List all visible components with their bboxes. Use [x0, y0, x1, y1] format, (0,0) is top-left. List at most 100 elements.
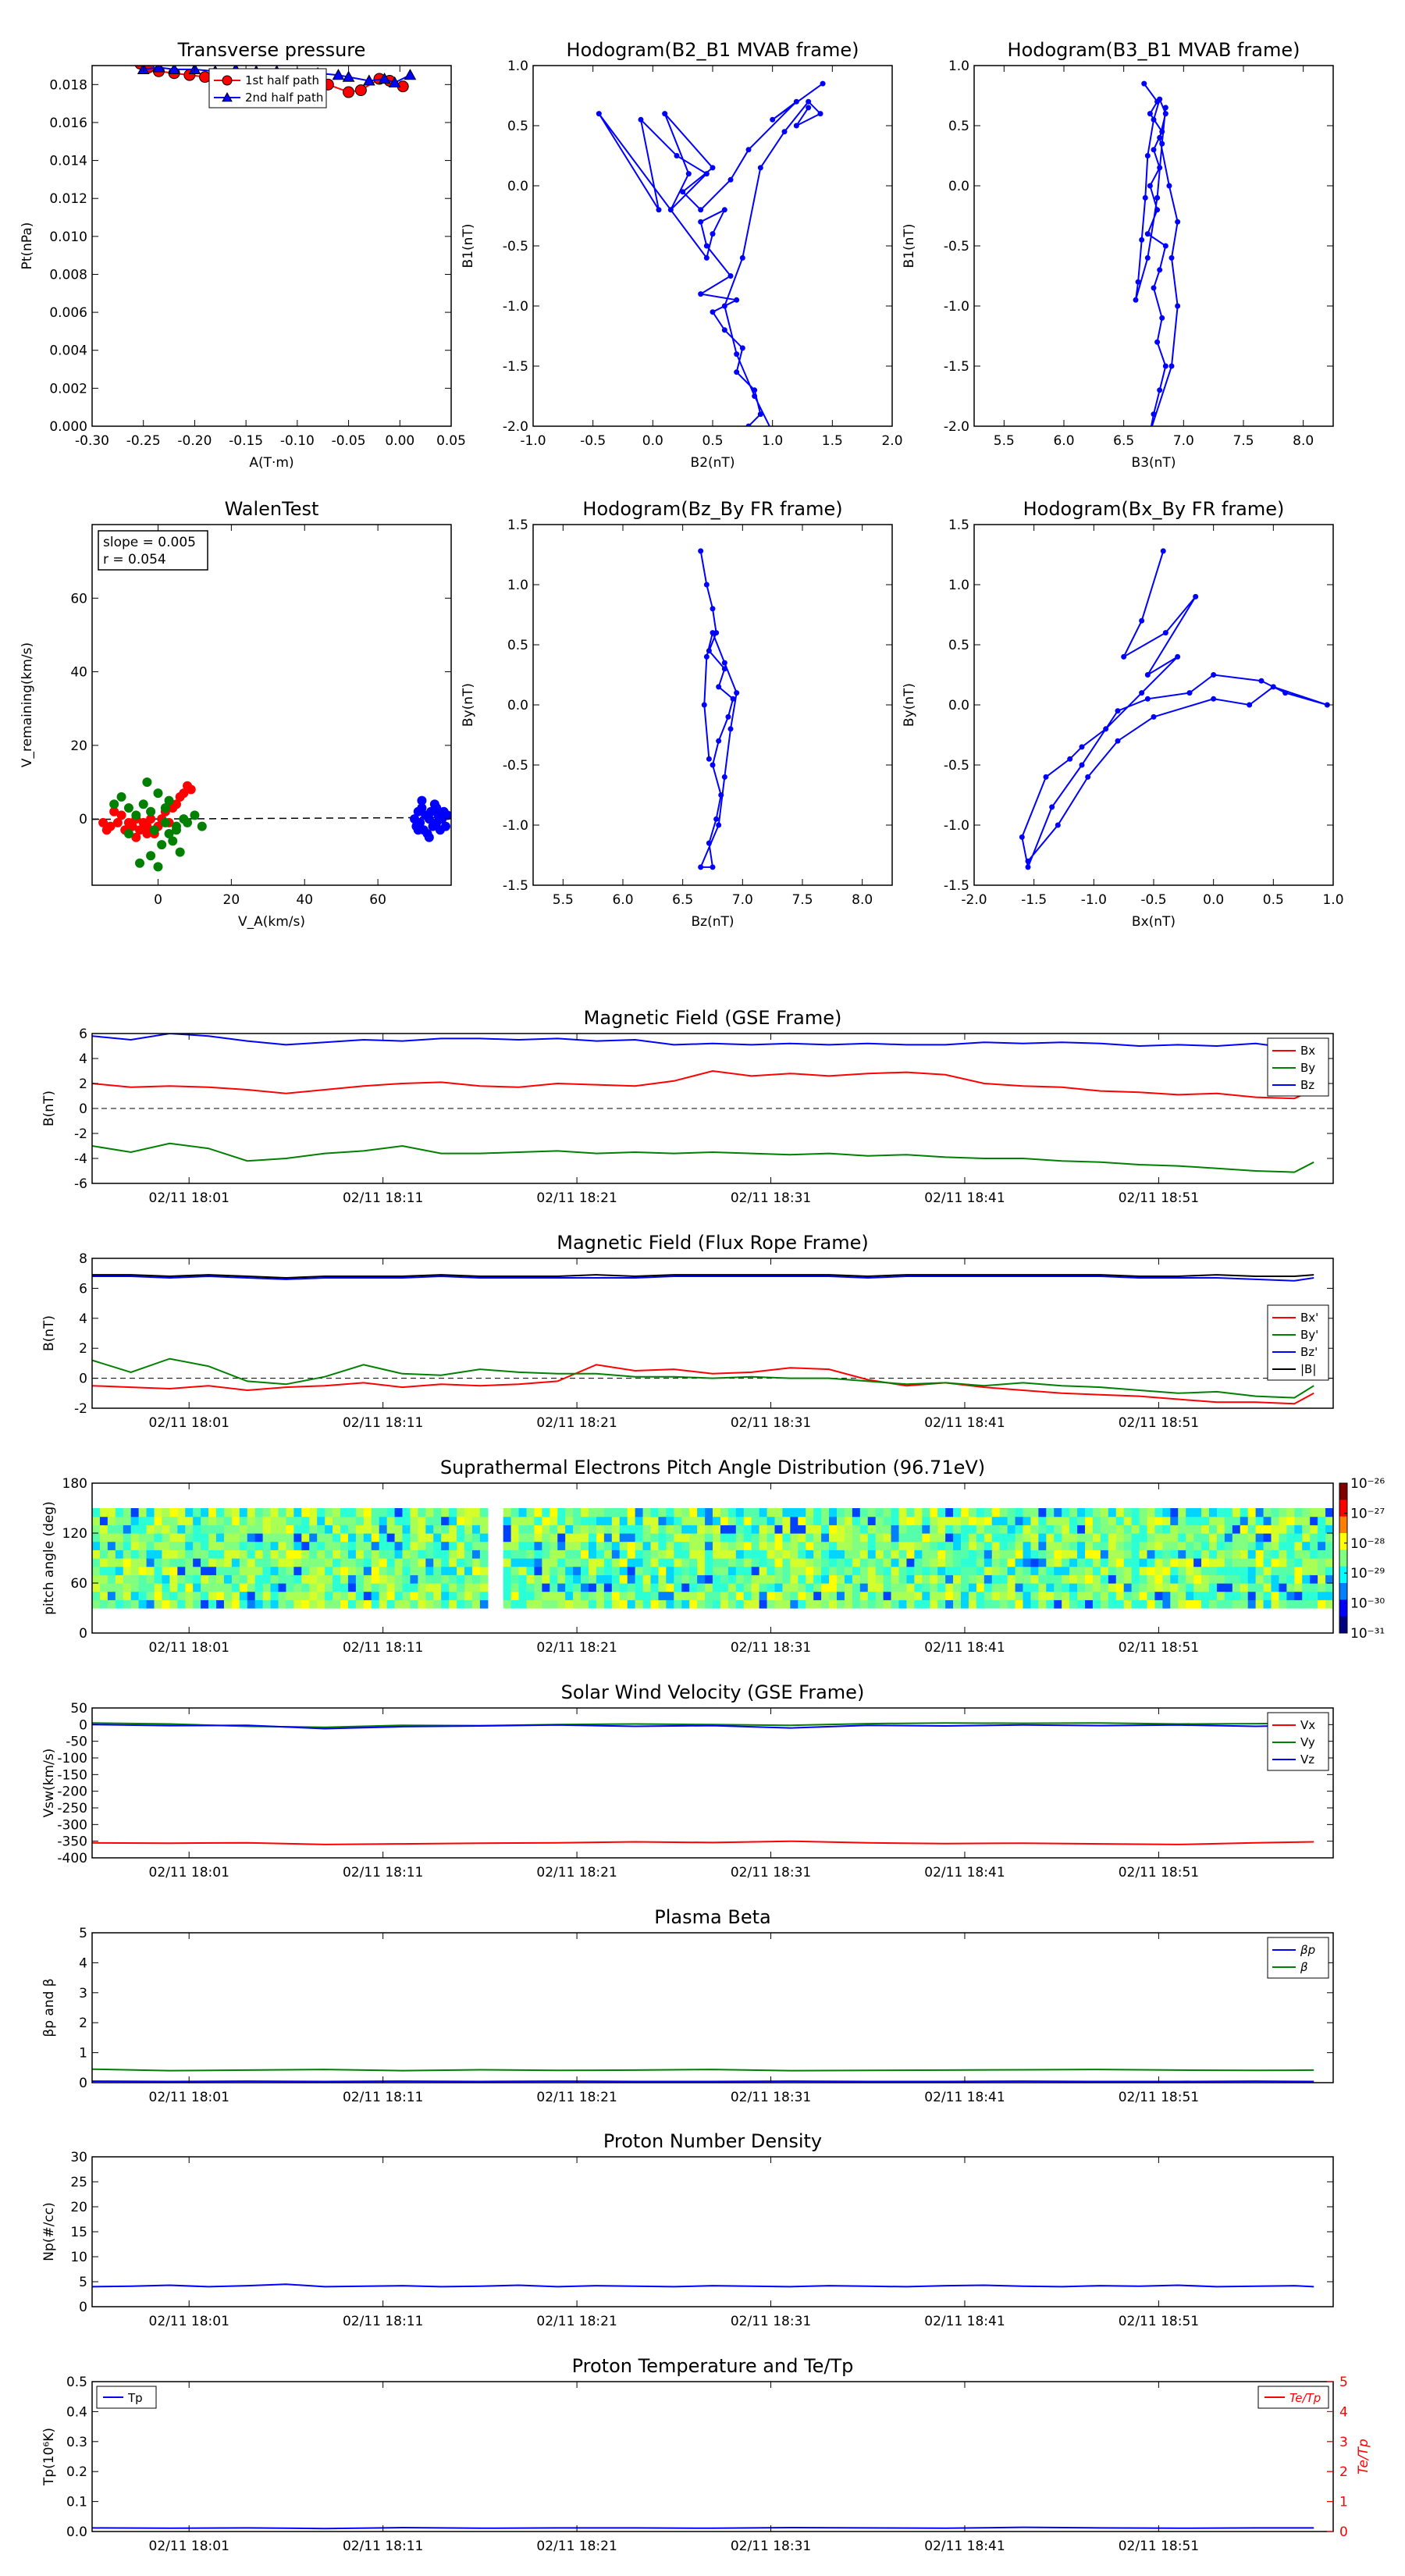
- y-tick-label: -1.5: [944, 878, 969, 894]
- heatmap-cell: [1030, 1591, 1039, 1600]
- heatmap-cell: [386, 1541, 396, 1550]
- x-axis-label: Bx(nT): [1132, 914, 1176, 930]
- heatmap-cell: [1069, 1508, 1078, 1517]
- heatmap-cell: [705, 1525, 713, 1534]
- heatmap-cell: [735, 1533, 745, 1542]
- heatmap-cell: [961, 1516, 969, 1525]
- heatmap-cell: [1294, 1508, 1303, 1517]
- heatmap-cell: [859, 1583, 869, 1592]
- heatmap-cell: [193, 1591, 201, 1600]
- heatmap-cell: [518, 1541, 528, 1550]
- heatmap-cell: [201, 1599, 209, 1609]
- heatmap-cell: [573, 1508, 582, 1517]
- heatmap-cell: [1310, 1541, 1318, 1550]
- heatmap-cell: [720, 1558, 729, 1567]
- heatmap-cell: [1325, 1558, 1333, 1567]
- heatmap-cell: [333, 1591, 341, 1600]
- heatmap-cell: [1162, 1508, 1171, 1517]
- heatmap-cell: [418, 1591, 426, 1600]
- y-tick-label: 0.5: [66, 2375, 87, 2390]
- y-tick-label: -0.5: [944, 758, 969, 774]
- y-tick-label: -200: [57, 1784, 87, 1800]
- x-tick-label: 0.05: [436, 433, 466, 449]
- heatmap-cell: [402, 1516, 411, 1525]
- heatmap-cell: [1201, 1516, 1210, 1525]
- heatmap-cell: [859, 1550, 869, 1559]
- heatmap-cell: [666, 1541, 674, 1550]
- heatmap-cell: [1069, 1599, 1078, 1609]
- data-point: [101, 825, 112, 835]
- chart-title: Hodogram(Bx_By FR frame): [1023, 498, 1285, 520]
- heatmap-cell: [1209, 1525, 1218, 1534]
- x-tick-label: 02/11 18:21: [536, 1415, 617, 1431]
- heatmap-cell: [961, 1508, 969, 1517]
- heatmap-cell: [1255, 1558, 1264, 1567]
- heatmap-cell: [278, 1525, 287, 1534]
- heatmap-cell: [1294, 1583, 1303, 1592]
- heatmap-cell: [410, 1508, 418, 1517]
- heatmap-cell: [774, 1550, 784, 1559]
- heatmap-cell: [177, 1574, 186, 1584]
- x-tick-label: 02/11 18:31: [731, 2539, 811, 2554]
- y-tick-label: 6: [79, 1026, 87, 1042]
- heatmap-cell: [1240, 1599, 1249, 1609]
- heatmap-cell: [681, 1541, 690, 1550]
- heatmap-cell: [914, 1550, 923, 1559]
- heatmap-cell: [301, 1508, 310, 1517]
- heatmap-cell: [891, 1599, 900, 1609]
- heatmap-cell: [735, 1591, 745, 1600]
- heatmap-cell: [1007, 1525, 1016, 1534]
- heatmap-cell: [457, 1566, 465, 1575]
- heatmap-cell: [635, 1508, 644, 1517]
- heatmap-cell: [627, 1516, 636, 1525]
- heatmap-cell: [433, 1508, 442, 1517]
- heatmap-cell: [1201, 1558, 1210, 1567]
- x-tick-label: 02/11 18:11: [343, 1190, 423, 1206]
- heatmap-cell: [1100, 1591, 1109, 1600]
- heatmap-cell: [743, 1508, 752, 1517]
- heatmap-cell: [898, 1525, 908, 1534]
- heatmap-cell: [309, 1591, 318, 1600]
- heatmap-cell: [1216, 1516, 1225, 1525]
- heatmap-cell: [363, 1566, 372, 1575]
- heatmap-cell: [658, 1533, 667, 1542]
- heatmap-cell: [542, 1583, 550, 1592]
- y-tick-label: -350: [57, 1834, 87, 1850]
- heatmap-cell: [386, 1533, 396, 1542]
- y-tick-label: 0.0: [948, 179, 969, 194]
- heatmap-cell: [394, 1550, 404, 1559]
- heatmap-cell: [619, 1591, 628, 1600]
- heatmap-cell: [1255, 1583, 1264, 1592]
- heatmap-cell: [317, 1574, 325, 1584]
- heatmap-cell: [603, 1533, 613, 1542]
- heatmap-cell: [1255, 1516, 1264, 1525]
- data-point: [662, 111, 668, 117]
- x-tick-label: 02/11 18:21: [536, 1640, 617, 1656]
- data-point: [1157, 96, 1163, 102]
- heatmap-cell: [798, 1541, 806, 1550]
- heatmap-cell: [1007, 1516, 1016, 1525]
- heatmap-cell: [1178, 1591, 1186, 1600]
- heatmap-cell: [1007, 1599, 1016, 1609]
- heatmap-cell: [1294, 1558, 1303, 1567]
- data-point: [727, 726, 734, 732]
- heatmap-cell: [1085, 1591, 1094, 1600]
- heatmap-cell: [720, 1533, 729, 1542]
- heatmap-cell: [293, 1583, 302, 1592]
- heatmap-cell: [1046, 1574, 1055, 1584]
- heatmap-cell: [223, 1525, 233, 1534]
- series-line: [1135, 83, 1179, 426]
- heatmap-cell: [875, 1599, 884, 1609]
- heatmap-cell: [355, 1550, 365, 1559]
- y-right-tick-label: 2: [1339, 2464, 1348, 2480]
- heatmap-cell: [301, 1574, 310, 1584]
- data-point: [698, 548, 704, 554]
- heatmap-cell: [1170, 1558, 1179, 1567]
- heatmap-cell: [293, 1533, 302, 1542]
- heatmap-cell: [991, 1574, 1001, 1584]
- x-tick-label: -0.5: [1140, 892, 1166, 908]
- heatmap-cell: [589, 1583, 597, 1592]
- heatmap-cell: [1310, 1508, 1318, 1517]
